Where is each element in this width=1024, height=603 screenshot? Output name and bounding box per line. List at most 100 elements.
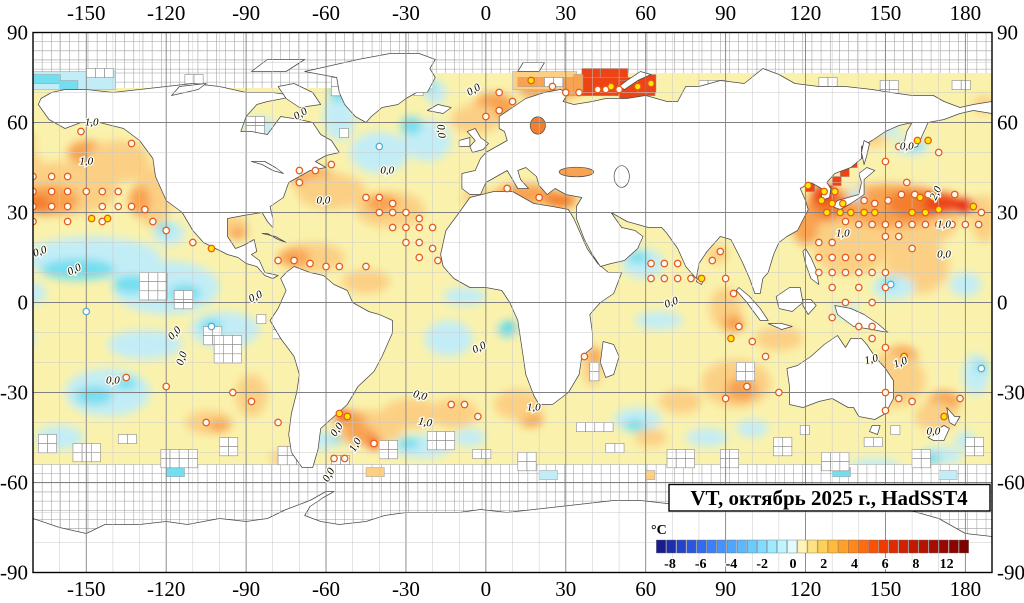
lat-tick-label: 90 [7,21,28,45]
missing-cell [517,452,528,462]
missing-cell [388,440,398,450]
caspian-sea [613,165,630,188]
significance-marker [841,217,850,226]
lat-tick-label: 60 [997,111,1018,135]
anomaly-blob [115,377,137,390]
anomaly-blob [230,227,247,240]
lat-tick-label: 30 [997,201,1018,225]
significance-marker [836,208,844,217]
significance-marker [495,106,504,115]
lon-tick-label: -60 [312,577,340,601]
missing-cell [773,446,784,457]
significance-marker [934,220,943,229]
missing-cell [863,437,874,447]
landmass-eurasia [461,68,992,294]
anomaly-blob [381,398,441,429]
landmass-java [767,323,793,330]
lat-tick-label: -30 [0,381,28,405]
landmass-japan [831,167,876,210]
significance-marker [913,136,922,145]
missing-cell [178,449,189,459]
missing-cell [445,440,456,451]
colorbar-cell [686,539,697,554]
lat-tick-label: 0 [997,291,1008,315]
lon-tick-label: 30 [555,1,576,25]
significance-marker [854,268,863,277]
colorbar-tick-label: 12 [940,557,954,572]
colorbar-cell [726,539,737,554]
significance-marker [908,397,916,406]
significance-marker [114,202,123,211]
lat-tick-label: -60 [997,471,1024,495]
significance-marker [894,220,903,229]
significance-marker [854,322,863,331]
missing-cell [72,443,83,453]
significance-marker [482,112,490,121]
lon-tick-label: 60 [635,1,656,25]
missing-cell [90,452,101,463]
lon-tick-label: -150 [67,1,106,25]
significance-marker [934,148,943,157]
significance-marker [122,373,131,382]
missing-cell [277,455,288,466]
missing-cell [339,128,349,138]
missing-cell [379,449,389,460]
significance-marker [274,418,282,427]
missing-cell [526,461,537,472]
missing-cell [685,449,695,459]
missing-cell [148,281,159,292]
missing-cell [920,449,931,459]
missing-cell [277,446,288,456]
anomaly-blob [451,104,500,135]
significance-marker [362,193,370,202]
missing-cell [517,461,528,472]
baltic-sea [529,116,546,135]
landmass-uk [466,128,489,153]
significance-marker [428,223,437,232]
missing-cell [472,449,483,459]
significance-marker [327,160,336,169]
missing-cell [139,281,150,292]
lon-tick-label: -90 [232,1,260,25]
significance-marker [886,280,895,289]
colorbar-tick-label: 0 [789,557,796,572]
anomaly-cell [365,467,385,477]
significance-marker [141,205,149,214]
missing-cell [614,443,625,453]
significance-marker [868,253,876,262]
missing-cell [183,299,193,310]
colorbar-tick-label: -8 [664,557,676,572]
missing-cell [603,422,614,432]
anomaly-blob [296,173,366,210]
missing-cell [256,314,267,324]
significance-marker [838,199,847,208]
significance-marker [716,247,725,256]
significance-marker [447,400,456,409]
colorbar-cell [767,539,777,554]
significance-marker [924,136,932,145]
significance-marker [977,208,986,217]
missing-cell [219,446,229,457]
missing-cell [160,458,171,469]
missing-cell [436,431,446,441]
missing-cell [576,422,586,432]
significance-marker [908,220,916,229]
significance-marker [881,157,890,166]
colorbar: °C -8 -6 -4 -2 0 2 4 6 8 12 [650,522,969,573]
significance-marker [929,193,938,202]
missing-cell [879,80,890,90]
significance-marker [274,256,282,265]
lat-tick-label: -90 [997,561,1024,585]
colorbar-cell [938,539,949,554]
significance-marker [831,187,839,196]
colorbar-cell [827,539,838,554]
significance-marker [823,208,831,217]
missing-cell [872,437,883,447]
significance-marker [761,352,770,361]
significance-marker [162,226,171,235]
significance-marker [388,223,397,232]
contour-value-label: 0,0 [380,165,394,177]
lon-tick-label: 60 [635,577,656,601]
colorbar-cell [949,539,959,554]
